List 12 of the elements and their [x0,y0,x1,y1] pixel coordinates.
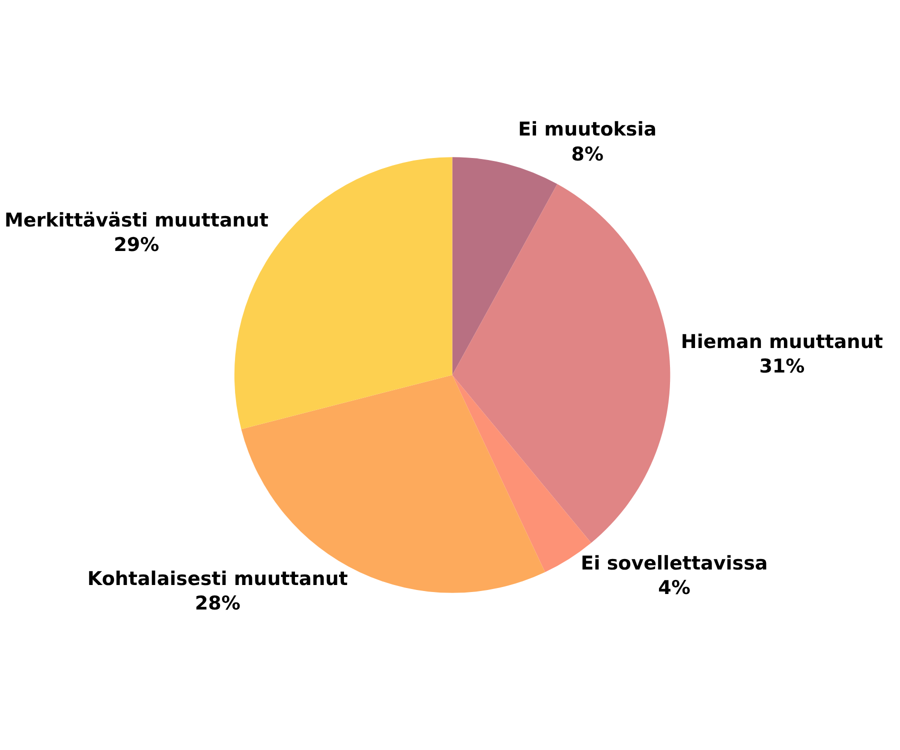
slice-label: Hieman muuttanut [680,330,883,353]
pie-slice [452,184,670,543]
slice-label: Merkittävästi muuttanut [4,209,268,232]
data-label: 31% [759,356,805,378]
slice-label: Ei muutoksia [518,118,657,141]
slice-label: Ei sovellettavissa [580,552,768,574]
slice-label: Kohtalaisesti muuttanut [87,568,348,590]
data-label: 4% [658,576,690,599]
data-label: 28% [194,592,240,615]
pie-slice [452,157,558,375]
data-label: 8% [571,143,604,166]
data-label: 29% [114,234,160,256]
